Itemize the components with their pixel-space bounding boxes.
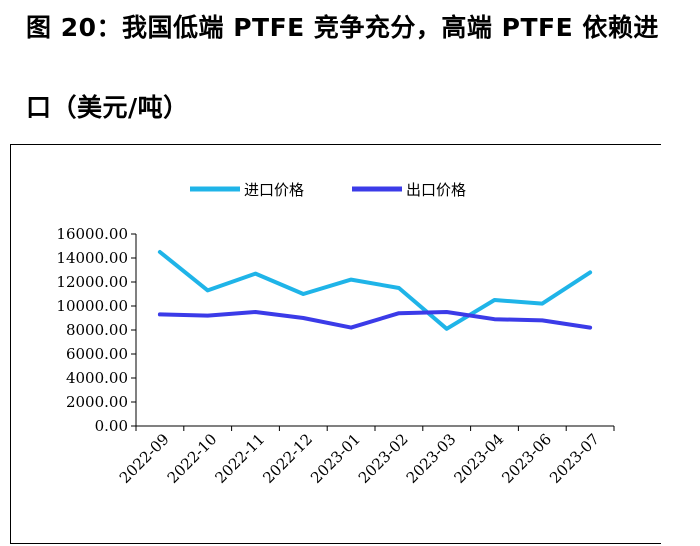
x-tick-label: 2022-11: [212, 430, 269, 487]
x-tick-label: 2023-03: [403, 430, 460, 487]
legend-label-2: 出口价格: [406, 181, 466, 199]
figure-title-line-2: 口（美元/吨）: [26, 93, 189, 122]
series-lines: [157, 250, 593, 331]
y-tick-label: 0.00: [95, 417, 128, 435]
y-tick-label: 12000.00: [56, 273, 128, 291]
x-tick-label: 2022-10: [164, 430, 221, 487]
x-tick-label: 2022-09: [116, 430, 173, 487]
y-tick-label: 4000.00: [66, 369, 128, 387]
figure-title-line-1: 图 20：我国低端 PTFE 竞争充分，高端 PTFE 依赖进: [26, 13, 659, 42]
y-tick-label: 8000.00: [66, 321, 128, 339]
x-tick-label: 2022-12: [259, 430, 316, 487]
series-line-1: [157, 250, 593, 331]
y-tick-label: 6000.00: [66, 345, 128, 363]
y-tick-label: 16000.00: [56, 225, 128, 243]
chart-frame: [10, 144, 661, 544]
x-tick-label: 2023-02: [355, 430, 412, 487]
legend: 进口价格 出口价格: [190, 181, 466, 199]
series-line-2: [157, 310, 593, 330]
y-tick-label: 2000.00: [66, 393, 128, 411]
x-tick-label: 2023-06: [498, 430, 555, 487]
x-tick-label: 2023-04: [451, 430, 508, 487]
legend-label-1: 进口价格: [244, 181, 304, 199]
y-axis: 0.00 2000.00 4000.00 6000.00 8000.00 10000.00…: [56, 225, 137, 435]
x-tick-label: 2023-01: [307, 430, 364, 487]
x-axis: 2022-092022-102022-112022-122023-012023-…: [116, 425, 615, 487]
x-tick-label: 2023-07: [546, 430, 603, 487]
y-tick-label: 10000.00: [56, 297, 128, 315]
y-tick-label: 14000.00: [56, 249, 128, 267]
